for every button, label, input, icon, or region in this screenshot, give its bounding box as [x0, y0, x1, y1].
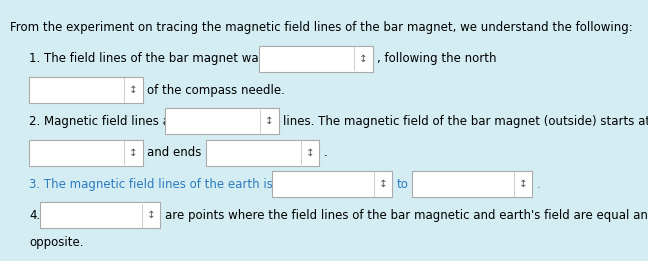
Text: .: .	[537, 177, 540, 191]
Text: 4.: 4.	[29, 209, 40, 222]
Text: of the compass needle.: of the compass needle.	[147, 84, 285, 97]
Text: ↕: ↕	[378, 179, 388, 189]
Text: .: .	[324, 146, 328, 159]
Text: ↕: ↕	[129, 148, 138, 158]
Text: ↕: ↕	[129, 85, 138, 95]
FancyBboxPatch shape	[272, 171, 392, 197]
Text: 2. Magnetic field lines are: 2. Magnetic field lines are	[29, 115, 182, 128]
Text: opposite.: opposite.	[29, 236, 84, 249]
FancyBboxPatch shape	[29, 140, 143, 166]
Text: lines. The magnetic field of the bar magnet (outside) starts at: lines. The magnetic field of the bar mag…	[283, 115, 648, 128]
Text: 1. The field lines of the bar magnet was traced using: 1. The field lines of the bar magnet was…	[29, 52, 343, 65]
Text: ↕: ↕	[265, 116, 274, 126]
Text: and ends at: and ends at	[147, 146, 217, 159]
Text: , following the north: , following the north	[377, 52, 496, 65]
FancyBboxPatch shape	[206, 140, 319, 166]
Text: ↕: ↕	[306, 148, 315, 158]
FancyBboxPatch shape	[412, 171, 532, 197]
Text: to: to	[397, 177, 408, 191]
Text: ↕: ↕	[359, 54, 368, 64]
Text: From the experiment on tracing the magnetic field lines of the bar magnet, we un: From the experiment on tracing the magne…	[10, 21, 632, 34]
Text: are points where the field lines of the bar magnetic and earth's field are equal: are points where the field lines of the …	[165, 209, 648, 222]
Text: ↕: ↕	[518, 179, 527, 189]
FancyBboxPatch shape	[40, 202, 160, 228]
FancyBboxPatch shape	[29, 77, 143, 103]
FancyBboxPatch shape	[259, 46, 373, 72]
Text: 3. The magnetic field lines of the earth is directed from: 3. The magnetic field lines of the earth…	[29, 177, 357, 191]
FancyBboxPatch shape	[165, 108, 279, 134]
Text: ↕: ↕	[146, 210, 156, 220]
